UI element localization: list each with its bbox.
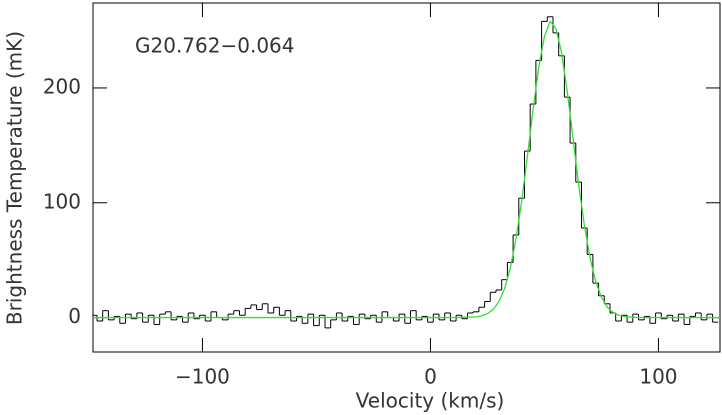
annotation: G20.762−0.064 [135,34,295,58]
plot-frame [92,2,721,353]
y-tick-label: 200 [43,74,81,98]
y-tick-label: 0 [68,304,81,328]
y-tick-label: 100 [43,189,81,213]
x-tick-label: −100 [175,365,230,389]
x-tick-label: 100 [639,365,677,389]
x-tick-label: 0 [424,365,437,389]
y-axis-label: Brightness Temperature (mK) [3,31,27,325]
fit-line [93,20,720,319]
x-axis-label: Velocity (km/s) [356,389,505,413]
